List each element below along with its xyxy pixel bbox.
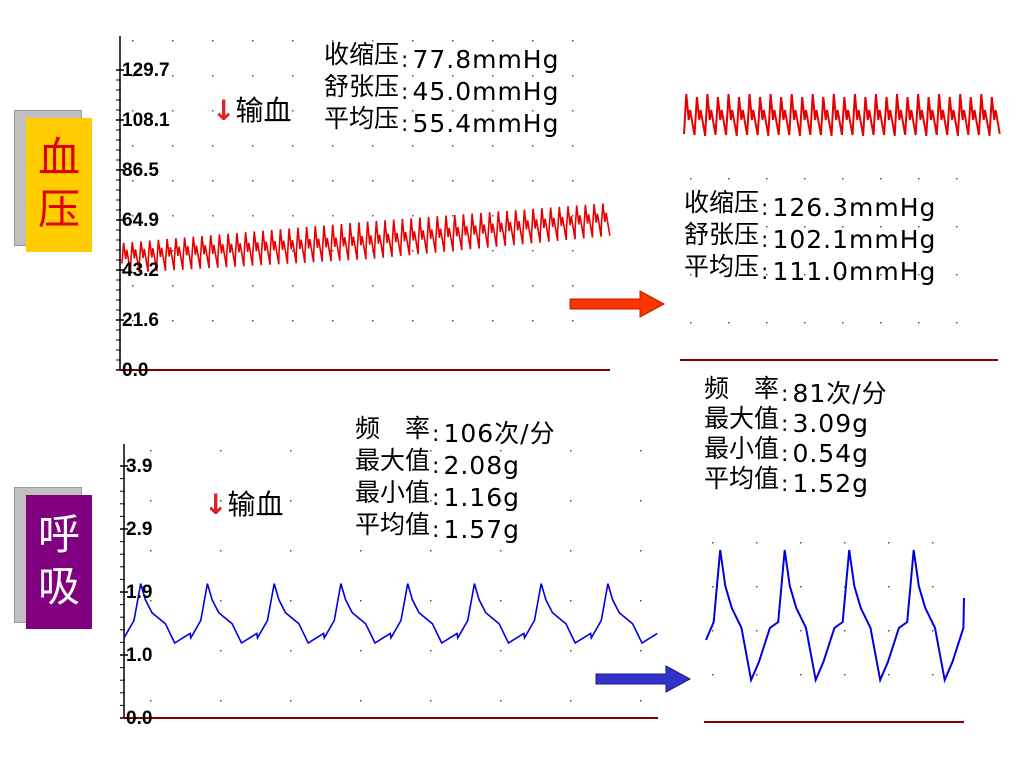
resp-before-colon: :	[432, 486, 440, 511]
bp-after-row: 收缩压:126.3mmHg	[684, 188, 936, 222]
bp-after-colon: :	[761, 260, 769, 285]
resp-after-colon: :	[781, 382, 789, 407]
resp-after-value: 0.54g	[792, 439, 869, 468]
resp-after-label: 频 率	[704, 374, 780, 403]
bp-tick-label: 0.0	[122, 360, 149, 381]
resp-label-text: 呼吸	[38, 510, 81, 611]
resp-after-row: 最小值:0.54g	[704, 434, 888, 468]
bp-after-grid	[690, 178, 958, 324]
resp-series-line	[123, 583, 658, 645]
bp-before-colon: :	[401, 112, 409, 137]
bp-tick-label: 86.5	[122, 160, 159, 181]
resp-after-row: 频 率:81次/分	[704, 374, 888, 408]
resp-after-colon: :	[781, 472, 789, 497]
resp-inset-line	[705, 549, 965, 684]
resp-grid	[150, 450, 642, 702]
down-arrow-icon: ↓	[212, 94, 236, 127]
bp-inset-line	[683, 93, 1001, 137]
bp-tick-label: 64.9	[122, 210, 159, 231]
bp-before-value: 77.8mmHg	[412, 45, 560, 74]
resp-before-label: 最小值	[355, 478, 431, 507]
resp-arrow-icon	[595, 665, 692, 693]
resp-after-row: 最大值:3.09g	[704, 404, 888, 438]
bp-tick-label: 21.6	[122, 310, 159, 331]
resp-side-label-face	[26, 495, 92, 629]
resp-infusion-text: 输血	[227, 488, 284, 521]
resp-after-label: 最小值	[704, 434, 780, 463]
resp-before-label: 平均值	[355, 510, 431, 539]
bp-after-row: 舒张压:102.1mmHg	[684, 220, 936, 254]
resp-after-value: 1.52g	[792, 469, 869, 498]
bp-after-label: 舒张压	[684, 220, 760, 249]
bp-after-label: 平均压	[684, 252, 760, 281]
resp-before-value: 2.08g	[443, 451, 520, 480]
resp-after-value: 81次/分	[792, 379, 888, 408]
resp-side-label: 呼吸	[14, 487, 92, 629]
bp-before-label: 平均压	[324, 104, 400, 133]
resp-main-chart	[120, 444, 658, 719]
bp-before-colon: :	[401, 48, 409, 73]
bp-tick-label: 129.7	[122, 60, 170, 81]
bp-before-value: 45.0mmHg	[412, 77, 560, 106]
resp-tick-label: 1.0	[126, 645, 153, 666]
bp-before-row: 收缩压:77.8mmHg	[324, 40, 559, 74]
bp-after-value: 102.1mmHg	[772, 225, 937, 254]
resp-before-row: 最大值:2.08g	[355, 446, 556, 480]
resp-before-row: 平均值:1.57g	[355, 510, 556, 544]
bp-tick-label: 108.1	[122, 110, 170, 131]
bp-after-readout: 收缩压:126.3mmHg 舒张压:102.1mmHg 平均压:111.0mmHg	[684, 188, 936, 286]
resp-before-colon: :	[432, 454, 440, 479]
bp-arrow-icon	[569, 290, 666, 318]
bp-before-label: 收缩压	[324, 40, 400, 69]
bp-tick-label: 43.2	[122, 260, 159, 281]
resp-before-value: 1.57g	[443, 515, 520, 544]
resp-tick-label: 2.9	[126, 519, 153, 540]
bp-infusion-note: ↓输血	[212, 96, 291, 126]
bp-series-line	[121, 203, 611, 274]
resp-after-row: 平均值:1.52g	[704, 464, 888, 498]
resp-before-value: 1.16g	[443, 483, 520, 512]
resp-before-readout: 频 率:106次/分 最大值:2.08g 最小值:1.16g 平均值:1.57g	[355, 414, 556, 544]
bp-after-value: 126.3mmHg	[772, 193, 937, 222]
bp-after-row: 平均压:111.0mmHg	[684, 252, 936, 286]
bp-before-colon: :	[401, 80, 409, 105]
resp-infusion-note: ↓输血	[204, 490, 283, 520]
bp-before-value: 55.4mmHg	[412, 109, 560, 138]
resp-before-label: 最大值	[355, 446, 431, 475]
resp-after-waveform	[704, 542, 965, 723]
resp-before-value: 106次/分	[443, 419, 556, 448]
resp-tick-label: 1.9	[126, 582, 153, 603]
resp-after-label: 最大值	[704, 404, 780, 433]
resp-tick-label: 0.0	[126, 708, 153, 729]
bp-after-label: 收缩压	[684, 188, 760, 217]
bp-after-value: 111.0mmHg	[772, 257, 937, 286]
resp-after-colon: :	[781, 412, 789, 437]
resp-after-colon: :	[781, 442, 789, 467]
bp-grid	[132, 40, 574, 322]
bp-before-label: 舒张压	[324, 72, 400, 101]
resp-after-readout: 频 率:81次/分 最大值:3.09g 最小值:0.54g 平均值:1.52g	[704, 374, 888, 498]
bp-side-label-face	[26, 118, 92, 252]
bp-after-colon: :	[761, 228, 769, 253]
down-arrow-icon: ↓	[204, 488, 228, 521]
bp-infusion-text: 输血	[235, 94, 292, 127]
bp-after-colon: :	[761, 196, 769, 221]
bp-before-readout: 收缩压:77.8mmHg 舒张压:45.0mmHg 平均压:55.4mmHg	[324, 40, 559, 138]
resp-before-label: 频 率	[355, 414, 431, 443]
resp-inset-grid	[712, 542, 934, 676]
bp-label-text: 血压	[38, 133, 81, 234]
resp-before-colon: :	[432, 518, 440, 543]
resp-tick-label: 3.9	[126, 456, 153, 477]
bp-before-row: 平均压:55.4mmHg	[324, 104, 559, 138]
resp-after-value: 3.09g	[792, 409, 869, 438]
resp-before-row: 频 率:106次/分	[355, 414, 556, 448]
bp-before-row: 舒张压:45.0mmHg	[324, 72, 559, 106]
bp-side-label: 血压	[14, 110, 92, 252]
resp-after-label: 平均值	[704, 464, 780, 493]
bp-after-waveform	[683, 93, 1001, 137]
resp-before-colon: :	[432, 422, 440, 447]
bp-after-frame	[680, 178, 998, 361]
bp-main-chart	[116, 36, 611, 371]
resp-before-row: 最小值:1.16g	[355, 478, 556, 512]
